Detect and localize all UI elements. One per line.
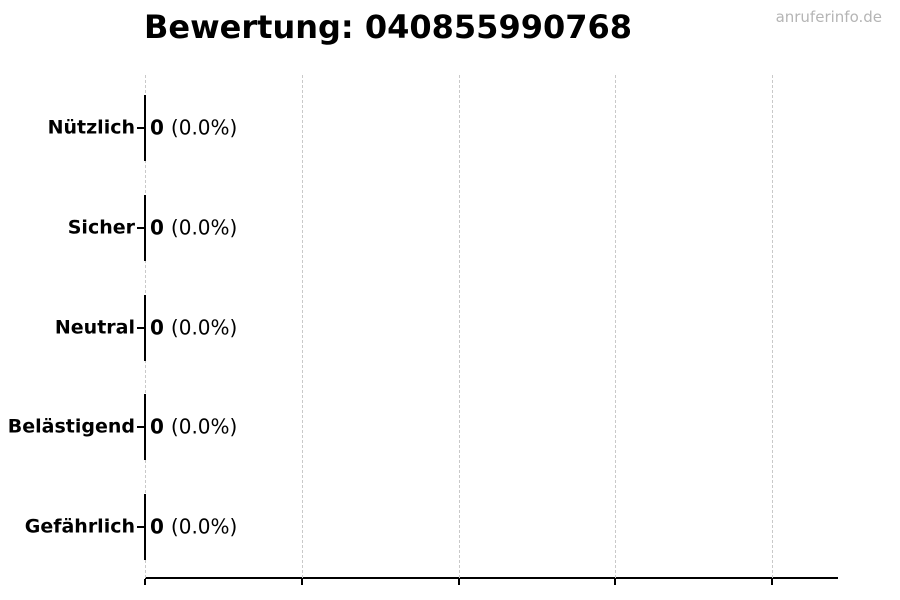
value-count: 0 [150,414,164,439]
watermark: anruferinfo.de [775,8,882,26]
zero-value-bar [144,394,146,461]
x-axis-tick [144,579,146,585]
value-label: 0 (0.0%) [150,415,237,439]
value-label: 0 (0.0%) [150,215,237,239]
zero-value-bar [144,95,146,161]
category-label: Gefährlich [24,515,135,538]
value-label: 0 (0.0%) [150,315,237,339]
y-axis-tick [137,426,146,429]
value-label: 0 (0.0%) [150,116,237,140]
value-count: 0 [150,115,164,140]
value-percent: (0.0%) [170,315,238,340]
value-count: 0 [150,315,164,340]
x-axis-line [145,577,838,579]
y-axis-tick [137,326,146,329]
y-axis-tick [137,526,146,528]
value-percent: (0.0%) [170,215,238,240]
chart-title: Bewertung: 040855990768 [144,8,633,46]
value-count: 0 [150,215,164,240]
zero-value-bar [144,494,146,560]
value-percent: (0.0%) [170,514,238,539]
x-axis-tick [614,579,617,585]
zero-value-bar [144,294,146,361]
category-label: Nützlich [47,116,135,139]
zero-value-bar [144,194,146,261]
x-axis-tick [300,579,303,585]
category-label: Belästigend [7,415,135,438]
gridline [772,75,774,578]
category-label: Neutral [54,316,135,339]
gridline [301,75,303,578]
x-axis-tick [457,579,460,585]
value-percent: (0.0%) [170,115,238,140]
gridline [458,75,460,578]
value-percent: (0.0%) [170,414,238,439]
value-label: 0 (0.0%) [150,515,237,539]
x-axis-tick [771,579,774,585]
value-count: 0 [150,514,164,539]
gridline [615,75,617,578]
category-label: Sicher [67,216,135,239]
y-axis-tick [137,127,146,129]
y-axis-tick [137,226,146,229]
